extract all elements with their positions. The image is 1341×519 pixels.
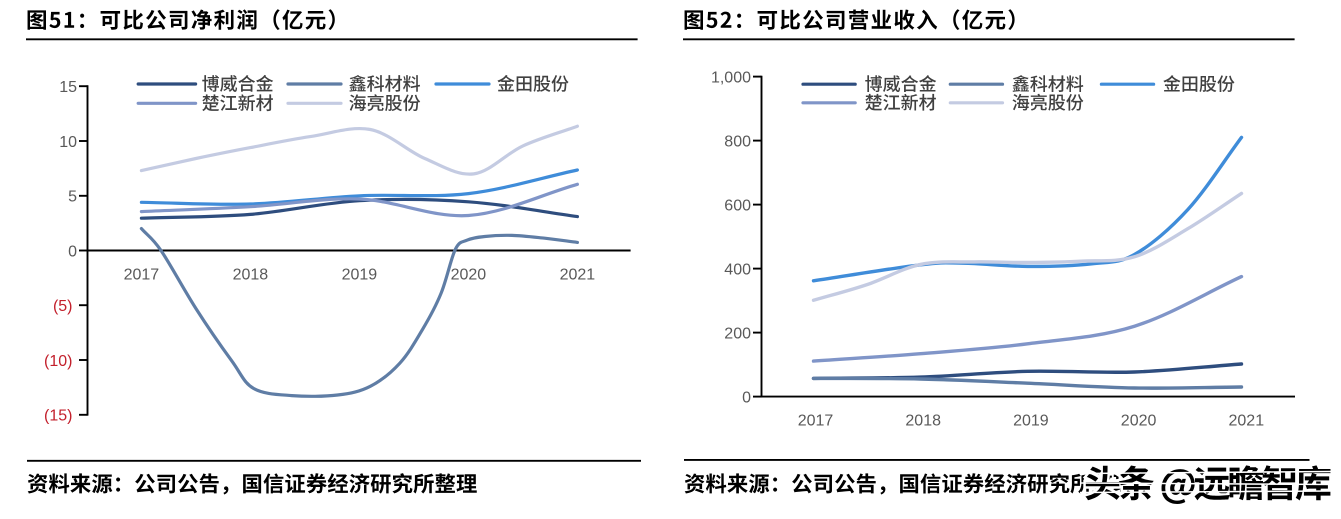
svg-text:(5): (5)	[53, 298, 73, 315]
svg-text:2017: 2017	[124, 267, 160, 284]
svg-text:2019: 2019	[1013, 413, 1049, 430]
svg-text:0: 0	[68, 243, 77, 260]
svg-text:2017: 2017	[798, 413, 834, 430]
svg-text:400: 400	[724, 261, 751, 278]
svg-text:2020: 2020	[451, 267, 487, 284]
svg-text:800: 800	[724, 133, 751, 150]
svg-text:600: 600	[724, 197, 751, 214]
svg-text:5: 5	[68, 189, 77, 206]
svg-text:2020: 2020	[1121, 413, 1157, 430]
svg-text:10: 10	[59, 134, 77, 151]
svg-text:200: 200	[724, 325, 751, 342]
svg-text:(15): (15)	[44, 408, 72, 425]
svg-text:2021: 2021	[560, 267, 596, 284]
svg-text:2021: 2021	[1229, 413, 1265, 430]
svg-text:15: 15	[59, 79, 77, 96]
svg-text:2019: 2019	[342, 267, 378, 284]
svg-text:(10): (10)	[44, 353, 72, 370]
svg-text:1,000: 1,000	[711, 69, 751, 86]
svg-text:2018: 2018	[233, 267, 269, 284]
svg-text:0: 0	[742, 389, 751, 406]
svg-text:2018: 2018	[905, 413, 941, 430]
